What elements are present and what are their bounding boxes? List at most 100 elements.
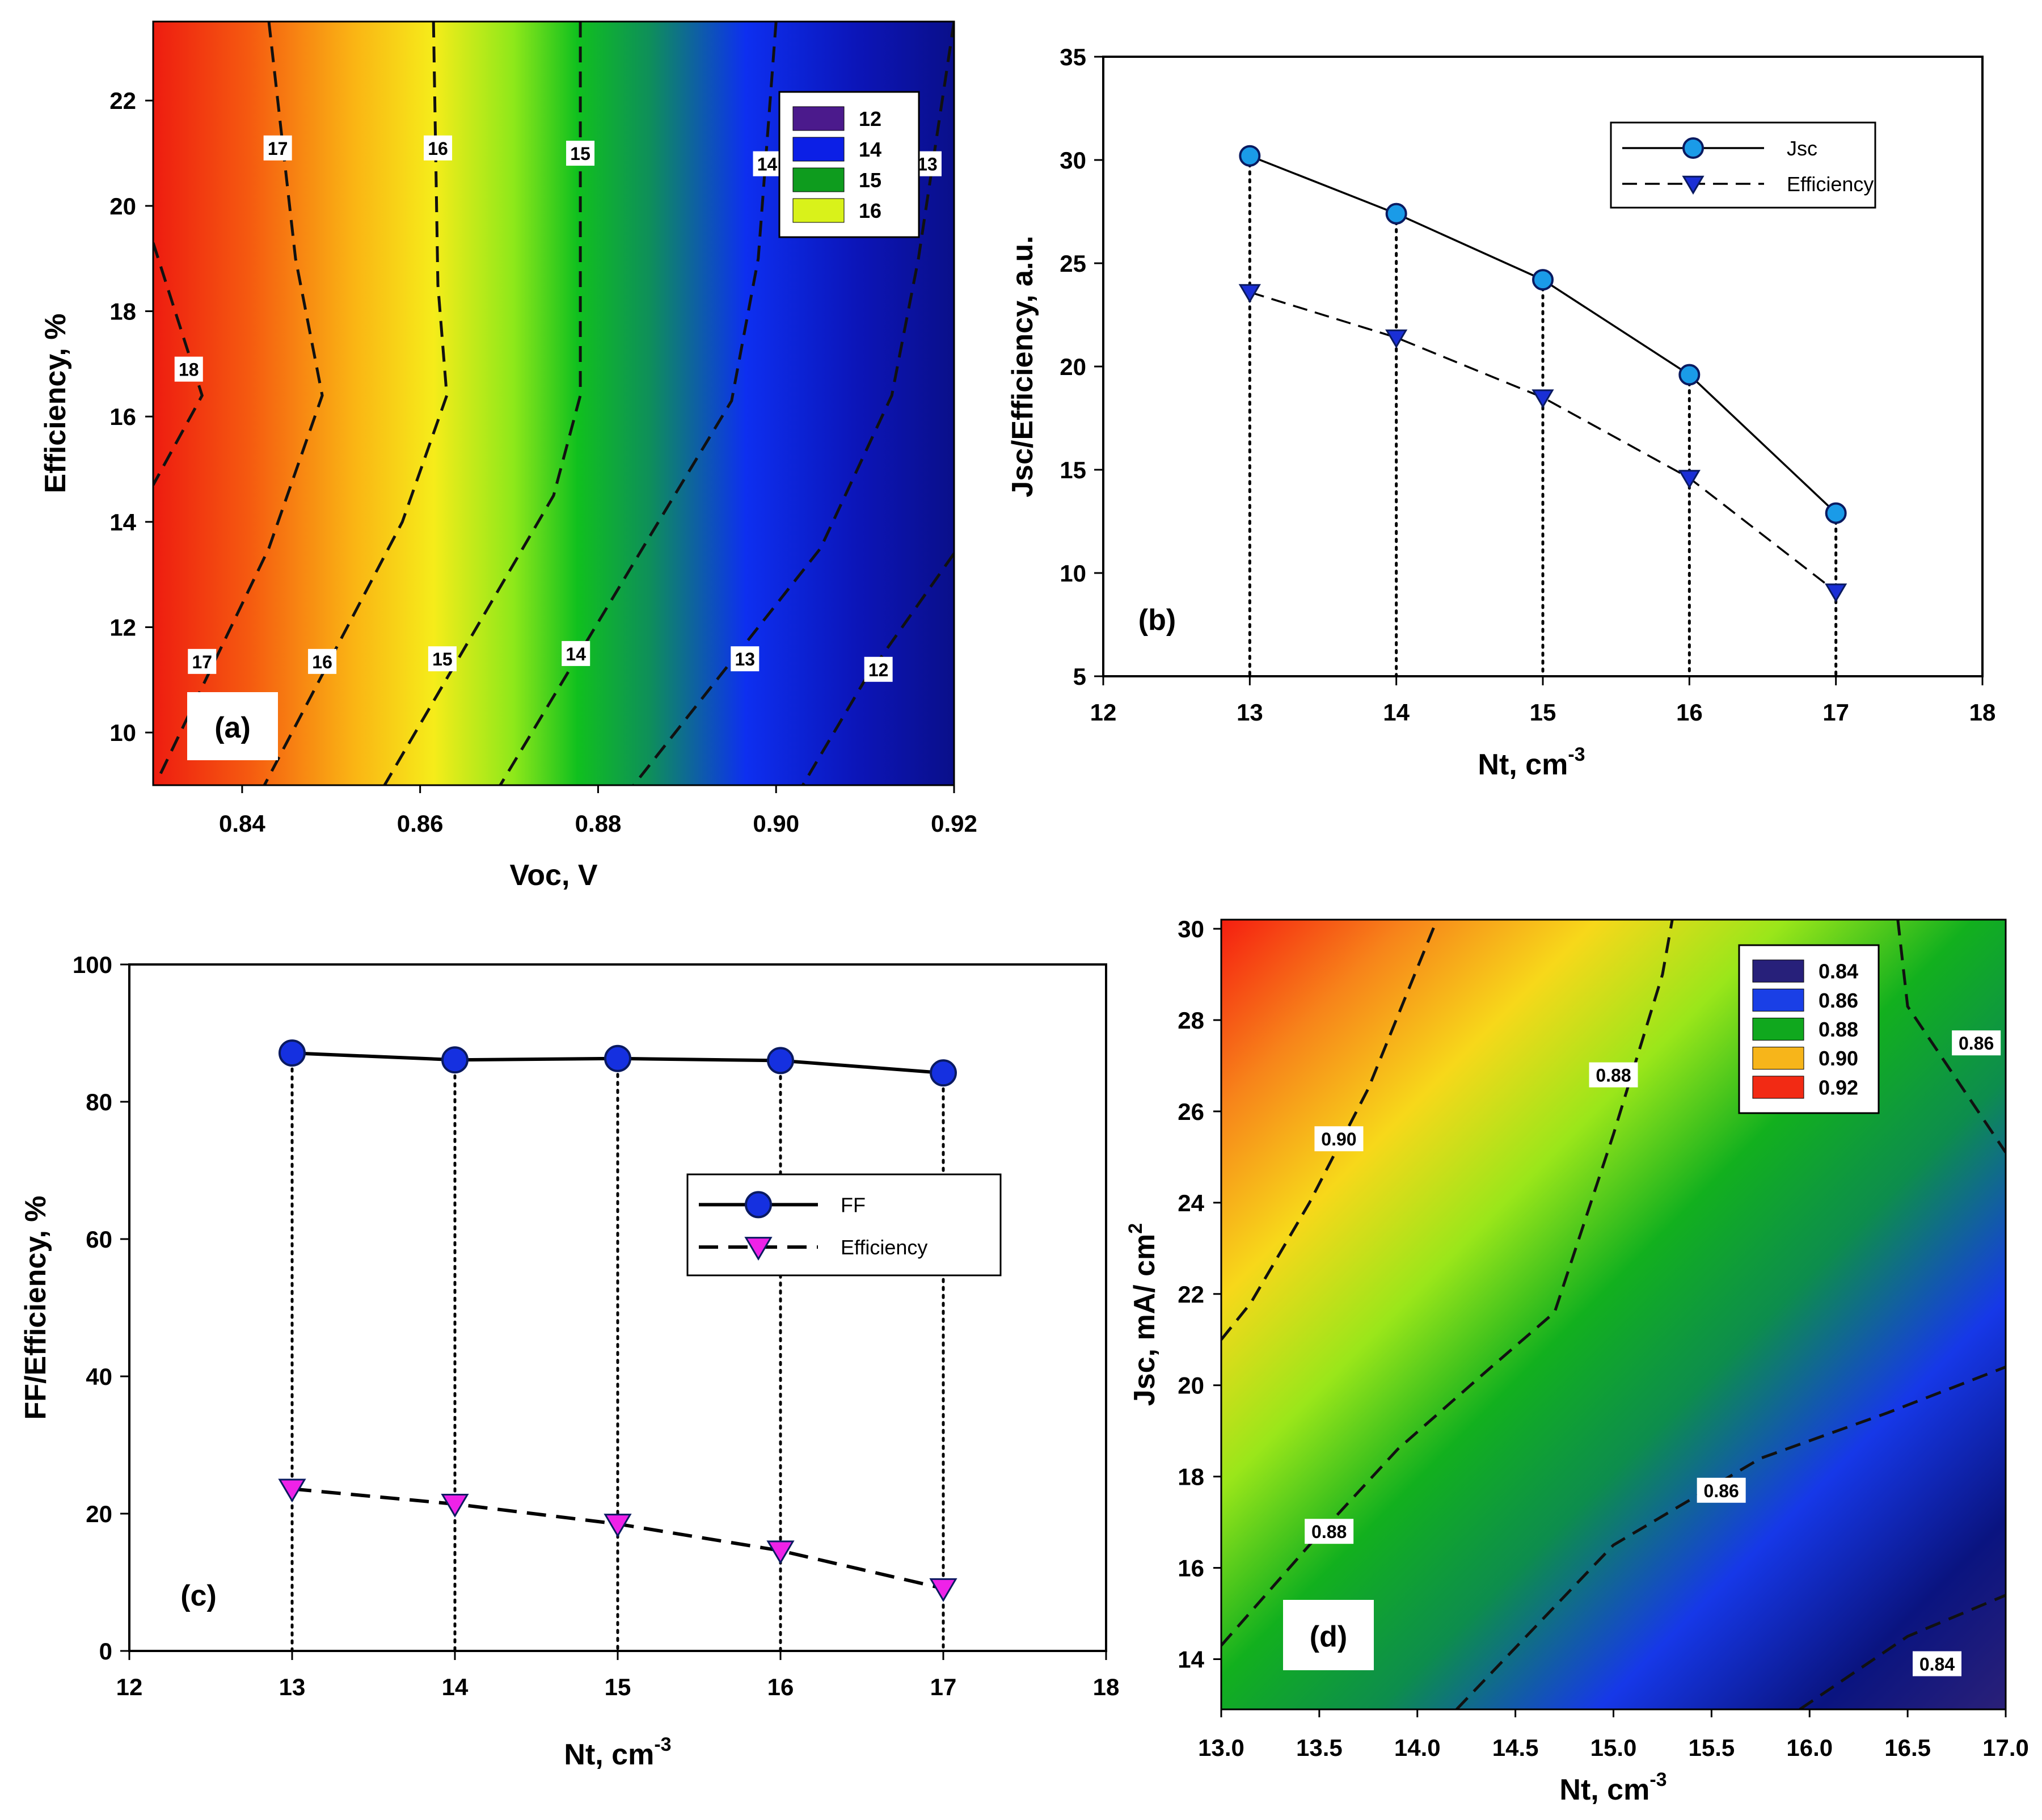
data-point-efficiency (441, 1494, 469, 1518)
contour-label-box (1314, 1126, 1364, 1152)
contour-label: 17 (192, 652, 212, 672)
contour-label: 15 (432, 649, 453, 669)
legend-swatch (1752, 1076, 1804, 1099)
contour-label-box (174, 356, 203, 382)
y-tick-label: 18 (1178, 1464, 1204, 1490)
data-point-ff (930, 1059, 957, 1087)
x-tick-label: 16 (767, 1674, 794, 1700)
y-tick-label: 22 (109, 87, 136, 114)
data-point-efficiency (1825, 583, 1847, 603)
legend-marker (1682, 175, 1705, 195)
legend-label: 16 (859, 199, 881, 222)
x-tick-label: 17 (1822, 699, 1849, 726)
y-tick-label: 26 (1178, 1098, 1204, 1125)
contour-line (632, 22, 954, 785)
y-tick-label: 10 (109, 719, 136, 746)
y-tick-label: 14 (1178, 1646, 1204, 1672)
panel-d-tag-box (1283, 1600, 1374, 1670)
contour-line (1799, 1594, 2006, 1709)
x-tick-label: 17 (930, 1674, 957, 1700)
y-tick-label: 20 (1060, 353, 1086, 380)
contour-label-box (428, 646, 457, 672)
legend-label: Efficiency (841, 1236, 927, 1259)
contour-label-box (1589, 1062, 1638, 1088)
contour-label: 18 (179, 360, 199, 380)
x-tick-label: 13.5 (1296, 1734, 1343, 1761)
contour-fill-d (1221, 920, 2006, 1709)
legend-swatch (1752, 1047, 1804, 1070)
panel-d-legend: 0.84 0.86 0.88 0.90 0.92 (1738, 944, 1880, 1114)
y-tick-label: 100 (73, 951, 112, 978)
legend-swatch (792, 106, 845, 131)
legend-label: 0.86 (1819, 989, 1858, 1012)
x-tick-label: 0.88 (575, 810, 622, 837)
y-tick-label: 12 (109, 614, 136, 641)
panel-a-legend: 12 14 15 16 (778, 91, 920, 238)
y-tick-label: 30 (1060, 147, 1086, 174)
legend-label: 0.88 (1819, 1018, 1858, 1041)
x-tick-label: 0.92 (931, 810, 977, 837)
contour-label: 0.86 (1704, 1481, 1739, 1501)
y-tick-label: 40 (86, 1363, 112, 1390)
legend-swatch (792, 167, 845, 192)
data-point-efficiency (1385, 329, 1408, 349)
legend-label: Jsc (1787, 137, 1817, 160)
plot-frame (152, 20, 955, 786)
x-tick-label: 14 (442, 1674, 469, 1700)
x-tick-label: 18 (1093, 1674, 1120, 1700)
contour-line (499, 22, 778, 785)
legend-label: Efficiency (1787, 172, 1874, 196)
legend-swatch (1752, 988, 1804, 1012)
legend-swatch (1752, 1017, 1804, 1041)
data-point-ff (279, 1039, 306, 1067)
contour-label-box (1305, 1519, 1354, 1544)
data-point-ff (441, 1046, 469, 1074)
x-tick-label: 14 (1383, 699, 1410, 726)
y-tick-label: 14 (109, 509, 136, 536)
panel-c-xlabel: Nt, cm-3 (564, 1734, 671, 1771)
legend-box (686, 1173, 1002, 1276)
contour-line (263, 22, 449, 785)
x-tick-label: 14.0 (1394, 1734, 1441, 1761)
contour-label: 12 (868, 660, 889, 680)
legend-swatch (792, 137, 845, 162)
contour-label: 17 (268, 138, 288, 159)
x-tick-label: 13.0 (1198, 1734, 1244, 1761)
contour-label-box (566, 141, 595, 166)
contour-line (1221, 920, 1438, 1341)
legend-marker (744, 1237, 773, 1261)
contour-label: 0.88 (1596, 1065, 1631, 1086)
x-tick-label: 12 (1090, 699, 1117, 726)
y-tick-label: 25 (1060, 250, 1086, 277)
y-tick-label: 0 (99, 1638, 112, 1665)
legend-marker (745, 1191, 772, 1219)
contour-label-box (424, 135, 453, 161)
contour-label-box (1952, 1030, 2001, 1056)
x-tick-label: 0.86 (397, 810, 444, 837)
y-tick-label: 24 (1178, 1190, 1204, 1216)
data-point-efficiency (1532, 389, 1554, 408)
legend-label: 0.90 (1819, 1047, 1858, 1070)
data-point-ff (604, 1044, 631, 1072)
x-tick-label: 12 (116, 1674, 143, 1700)
x-tick-label: 0.90 (753, 810, 799, 837)
contour-line (383, 22, 582, 785)
contour-label: 13 (735, 649, 756, 669)
y-tick-label: 30 (1178, 916, 1204, 942)
data-point-jsc (1385, 203, 1407, 225)
panel-c-ylabel: FF/Efficiency, % (19, 1196, 52, 1420)
x-tick-label: 16 (1676, 699, 1703, 726)
panel-d-tag: (d) (1310, 1620, 1347, 1653)
x-tick-label: 15 (1530, 699, 1556, 726)
y-tick-label: 16 (1178, 1555, 1204, 1582)
legend-marker (1682, 137, 1704, 159)
contour-label-box (753, 151, 782, 176)
panel-a-ylabel: Efficiency, % (39, 314, 72, 494)
data-point-efficiency (766, 1540, 795, 1565)
contour-label: 16 (428, 138, 448, 159)
y-tick-label: 10 (1060, 560, 1086, 587)
y-tick-label: 60 (86, 1226, 112, 1253)
contour-line (156, 22, 324, 781)
legend-label: 14 (859, 138, 881, 161)
contour-label: 0.84 (1919, 1654, 1955, 1675)
